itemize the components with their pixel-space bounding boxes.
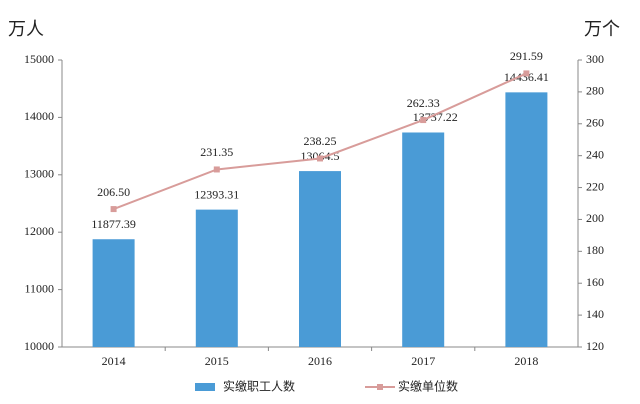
line-marker <box>317 155 323 162</box>
line-value-label: 238.25 <box>304 134 337 148</box>
bar <box>299 171 341 347</box>
y2-tick-label: 280 <box>586 84 604 98</box>
y2-tick-label: 160 <box>586 275 604 289</box>
y-tick-label: 14000 <box>24 109 54 123</box>
y-tick-label: 15000 <box>24 52 54 66</box>
x-tick-label: 2016 <box>308 354 332 368</box>
x-tick-label: 2015 <box>205 354 229 368</box>
bar <box>505 92 548 347</box>
y2-tick-label: 300 <box>586 52 604 66</box>
y2-tick-label: 200 <box>586 211 604 225</box>
bar <box>402 132 445 347</box>
legend-marker <box>377 384 383 390</box>
bar-value-label: 11877.39 <box>91 217 136 231</box>
bar <box>195 209 238 347</box>
y-tick-label: 12000 <box>24 224 54 238</box>
y2-axis-label: 万个 <box>584 19 620 40</box>
y-tick-label: 10000 <box>24 339 54 353</box>
line-value-label: 262.33 <box>407 96 440 110</box>
line-marker <box>213 166 220 173</box>
bar-value-label: 14436.41 <box>504 70 549 84</box>
legend-label: 实缴单位数 <box>398 379 458 394</box>
legend-swatch <box>195 383 215 391</box>
line-marker <box>523 70 530 77</box>
y-axis-label: 万人 <box>8 19 44 40</box>
x-tick-label: 2014 <box>102 354 126 368</box>
y2-tick-label: 240 <box>586 147 604 161</box>
y-tick-label: 11000 <box>24 281 54 295</box>
line-value-label: 206.50 <box>97 185 130 199</box>
y2-tick-label: 140 <box>586 307 604 321</box>
y-tick-label: 13000 <box>24 167 54 181</box>
x-tick-label: 2017 <box>411 354 435 368</box>
line-marker <box>110 206 117 213</box>
line-marker <box>420 117 427 124</box>
y2-tick-label: 120 <box>586 339 604 353</box>
y2-tick-label: 220 <box>586 179 604 193</box>
bar-value-label: 12393.31 <box>194 187 239 201</box>
line-value-label: 291.59 <box>510 49 543 63</box>
legend-label: 实缴职工人数 <box>223 379 295 394</box>
y2-tick-label: 180 <box>586 243 604 257</box>
bar <box>92 239 135 347</box>
x-tick-label: 2018 <box>514 354 538 368</box>
line-value-label: 231.35 <box>200 145 233 159</box>
y2-tick-label: 260 <box>586 116 604 130</box>
